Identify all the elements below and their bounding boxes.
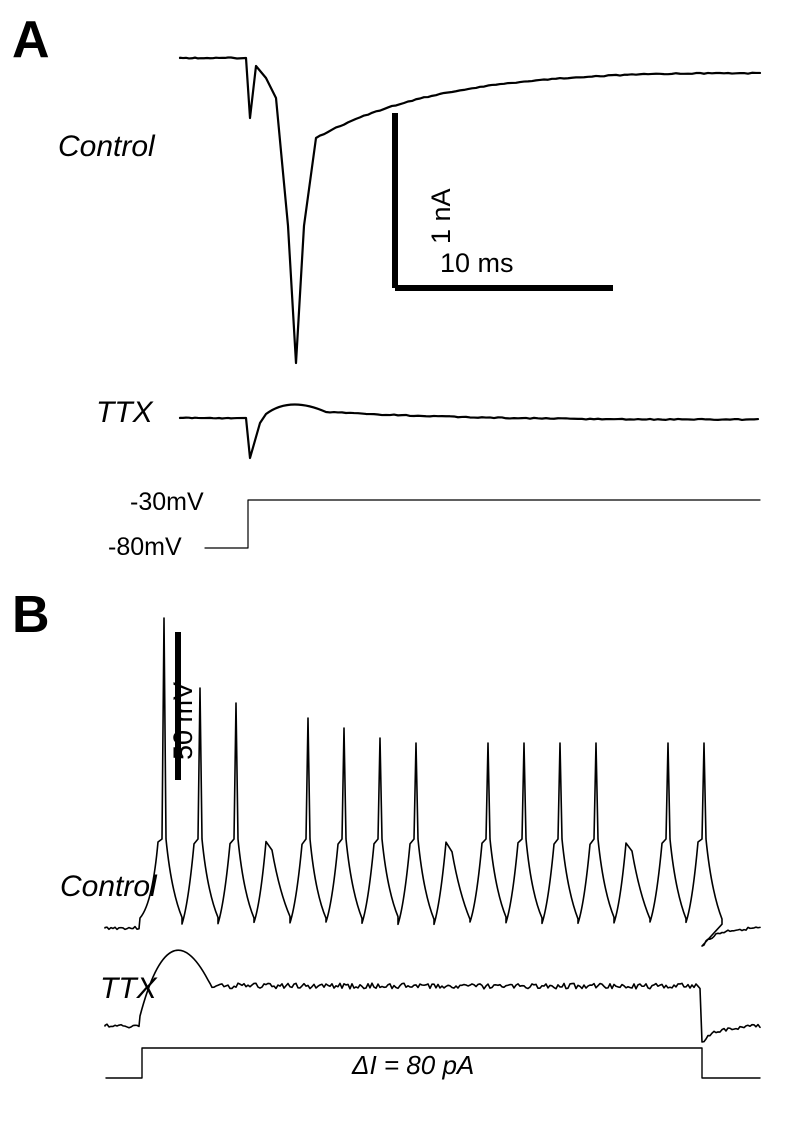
voltage-step-a [205,500,760,548]
trace-b-ttx [105,950,760,1042]
current-step-b [106,1048,760,1078]
trace-b-control [105,618,760,946]
trace-a-ttx [180,404,758,458]
trace-a-control [180,58,760,363]
figure-svg [0,0,787,1137]
